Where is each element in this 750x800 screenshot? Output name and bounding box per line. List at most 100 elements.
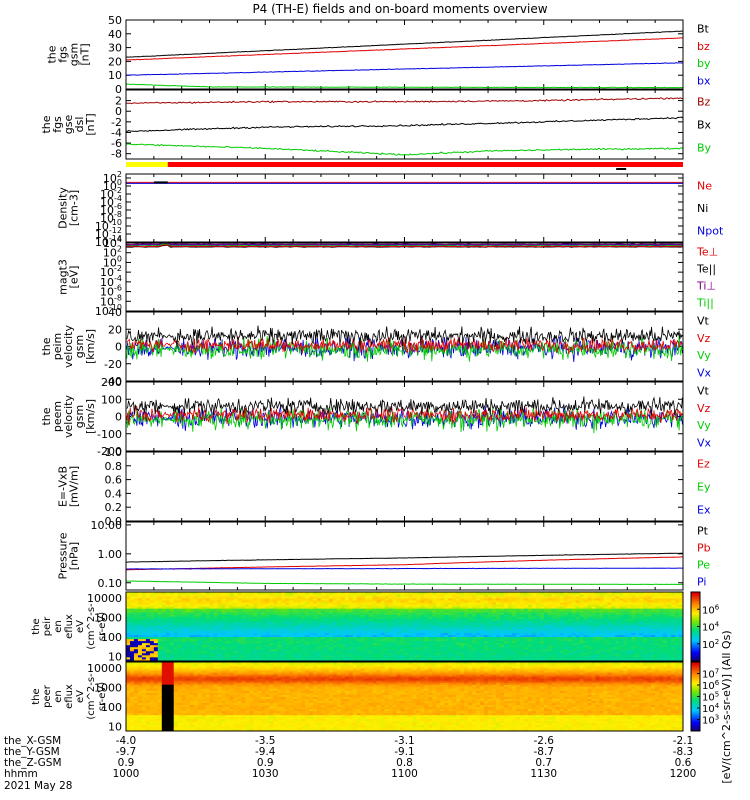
heatmap-cell — [237, 642, 242, 646]
heatmap-cell — [221, 610, 226, 613]
heatmap-cell — [197, 632, 202, 636]
heatmap-cell — [484, 614, 489, 617]
heatmap-cell — [587, 646, 592, 650]
heatmap-cell — [432, 600, 437, 603]
heatmap-cell — [297, 612, 302, 615]
heatmap-cell — [217, 658, 222, 662]
heatmap-cell — [464, 636, 469, 640]
heatmap-cell — [360, 648, 366, 652]
heatmap-cell — [209, 636, 214, 640]
heatmap-cell — [607, 600, 612, 603]
heatmap-cell — [448, 612, 453, 615]
heatmap-cell — [551, 594, 557, 597]
heatmap-cell — [133, 612, 139, 615]
heatmap-cell — [623, 654, 628, 658]
heatmap-cell — [305, 592, 310, 595]
heatmap-cell — [567, 658, 572, 662]
heatmap-cell — [320, 646, 326, 650]
heatmap-cell — [205, 636, 210, 640]
heatmap-cell — [444, 646, 449, 650]
heatmap-cell — [348, 652, 354, 656]
y-axis-label: [cm-3] — [68, 190, 81, 226]
heatmap-cell — [523, 604, 529, 607]
heatmap-cell — [301, 646, 306, 650]
heatmap-cell — [539, 638, 545, 642]
heatmap-cell — [555, 596, 561, 599]
heatmap-cell — [484, 648, 489, 652]
heatmap-cell — [448, 630, 453, 633]
heatmap-cell — [476, 630, 481, 633]
heatmap-cell — [364, 606, 370, 609]
heatmap-cell — [527, 598, 533, 601]
heatmap-cell — [181, 612, 187, 615]
heatmap-cell — [408, 652, 413, 656]
heatmap-cell — [277, 618, 282, 621]
heatmap-cell — [555, 636, 561, 640]
heatmap-cell — [356, 612, 362, 615]
heatmap-cell — [157, 598, 163, 601]
heatmap-cell — [348, 646, 354, 650]
heatmap-cell — [185, 650, 191, 654]
heatmap-cell — [476, 634, 481, 638]
heatmap-cell — [396, 594, 401, 597]
heatmap-cell — [281, 632, 286, 636]
heatmap-cell — [305, 608, 310, 611]
heatmap-cell — [344, 648, 350, 652]
heatmap-cell — [289, 650, 294, 654]
heatmap-cell — [348, 618, 354, 621]
heatmap-cell — [432, 648, 437, 652]
heatmap-cell — [444, 658, 449, 662]
heatmap-cell — [559, 644, 565, 648]
heatmap-cell — [229, 600, 234, 603]
heatmap-cell — [507, 614, 513, 617]
heatmap-cell — [129, 654, 135, 658]
heatmap-cell — [229, 612, 234, 615]
heatmap-cell — [201, 598, 206, 601]
heatmap-cell — [221, 624, 226, 627]
heatmap-cell — [233, 606, 238, 609]
heatmap-cell — [519, 624, 525, 627]
heatmap-cell — [157, 596, 163, 599]
data-marks — [126, 592, 684, 662]
heatmap-cell — [436, 658, 441, 662]
heatmap-cell — [416, 612, 421, 615]
heatmap-cell — [583, 614, 588, 617]
heatmap-cell — [133, 606, 139, 609]
heatmap-cell — [627, 604, 632, 607]
heatmap-cell — [631, 652, 636, 656]
heatmap-cell — [328, 606, 334, 609]
heatmap-cell — [149, 640, 155, 644]
heatmap-cell — [285, 650, 290, 654]
heatmap-cell — [344, 608, 350, 611]
heatmap-cell — [519, 602, 525, 605]
heatmap-cell — [185, 596, 191, 599]
heatmap-cell — [352, 602, 358, 605]
heatmap-cell — [472, 646, 477, 650]
heatmap-cell — [527, 642, 533, 646]
heatmap-cell — [277, 620, 282, 623]
heatmap-cell — [571, 646, 576, 650]
heatmap-cell — [515, 650, 521, 654]
heatmap-cell — [368, 618, 374, 621]
heatmap-cell — [519, 620, 525, 623]
heatmap-cell — [567, 604, 572, 607]
legend-Vt: Vt — [697, 385, 710, 398]
heatmap-cell — [523, 640, 529, 644]
heatmap-cell — [269, 602, 274, 605]
heatmap-cell — [511, 654, 517, 658]
heatmap-cell — [320, 636, 326, 640]
heatmap-cell — [177, 656, 183, 660]
heatmap-cell — [567, 602, 572, 605]
heatmap-cell — [468, 624, 473, 627]
heatmap-cell — [496, 620, 501, 623]
heatmap-cell — [480, 624, 485, 627]
heatmap-cell — [352, 650, 358, 654]
heatmap-cell — [607, 622, 612, 625]
heatmap-cell — [161, 624, 167, 627]
heatmap-cell — [611, 596, 616, 599]
heatmap-cell — [507, 600, 513, 603]
heatmap-cell — [221, 628, 226, 631]
heatmap-cell — [277, 600, 282, 603]
heatmap-cell — [408, 648, 413, 652]
heatmap-cell — [161, 606, 167, 609]
